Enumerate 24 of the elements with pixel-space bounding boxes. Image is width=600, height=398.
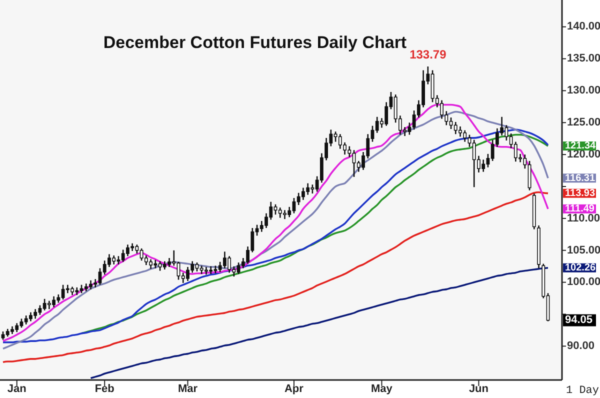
x-tick-label: Jan	[7, 383, 27, 395]
annotation: 133.79	[410, 47, 447, 62]
y-tick-label: 105.00	[567, 244, 600, 256]
text: 94.05	[565, 314, 593, 326]
y-tick-label: 110.00	[567, 212, 600, 224]
data-label: 102.26	[565, 262, 596, 274]
y-tick-label: 140.00	[567, 20, 600, 33]
y-tick-label: 90.00	[567, 340, 595, 352]
line-series	[90, 266, 549, 379]
line-series	[2, 191, 549, 364]
y-tick-label: 100.00	[567, 276, 600, 288]
y-tick-label: 125.00	[567, 116, 600, 129]
y-tick-label: 135.00	[567, 52, 600, 65]
data-label: 111.49	[565, 204, 595, 215]
x-tick-label: Feb	[94, 383, 115, 395]
x-tick-label: Apr	[284, 383, 304, 395]
x-tick-label: Jun	[468, 383, 489, 395]
x-tick-label: May	[371, 383, 394, 395]
text: December Cotton Futures Daily Chart	[103, 33, 407, 52]
y-tick-label: 130.00	[567, 84, 600, 97]
x-tick-label: Mar	[178, 383, 198, 395]
data-label: 113.93	[565, 188, 596, 199]
text: 1 Day	[566, 385, 600, 397]
data-label: 116.31	[565, 172, 596, 184]
